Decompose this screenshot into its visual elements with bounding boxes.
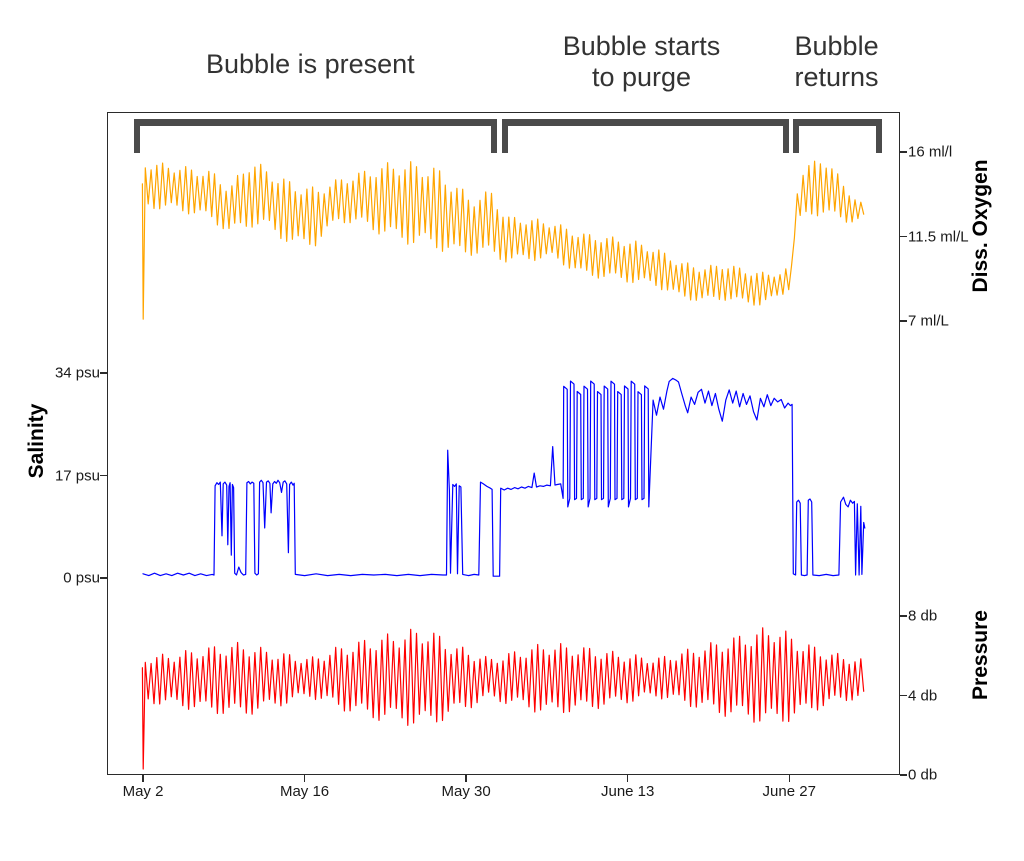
annotation-line: Bubble (794, 31, 879, 61)
bracket-bubble-present (133, 119, 498, 153)
x-tick-mark (303, 775, 306, 782)
pressure-tick-label: 8 db (908, 607, 938, 625)
x-tick-mark (626, 775, 629, 782)
salinity-axis-title: Salinity (25, 403, 48, 479)
annotation-bubble-returns: Bubble returns (795, 31, 879, 93)
salinity-tick-mark (100, 577, 107, 579)
annotation-line: returns (794, 62, 879, 92)
pressure-axis-title: Pressure (969, 610, 992, 700)
oxygen-axis-title: Diss. Oxygen (969, 159, 992, 293)
salinity-tick-label: 17 psu (54, 467, 100, 484)
pressure-tick-mark (900, 615, 907, 617)
salinity-tick-mark (100, 372, 107, 374)
oxygen-tick-label: 16 ml/l (908, 143, 953, 161)
pressure-tick-mark (900, 774, 907, 776)
salinity-tick-mark (100, 474, 107, 477)
oxygen-tick-mark (900, 320, 907, 322)
oxygen-tick-label: 7 ml/L (908, 312, 949, 330)
pressure-tick-mark (900, 694, 907, 697)
salinity-tick-label: 34 psu (54, 364, 100, 382)
annotation-line: Bubble starts (562, 31, 721, 61)
oxygen-tick-label: 11.5 ml/L (908, 228, 969, 245)
x-tick-mark (142, 775, 144, 782)
annotation-bubble-purge: Bubble starts to purge (563, 31, 721, 93)
oxygen-tick-mark (900, 235, 907, 238)
bracket-bubble-purge (501, 119, 790, 153)
x-tick-mark (465, 775, 467, 782)
salinity-tick-label: 0 psu (63, 569, 100, 587)
annotation-bubble-present: Bubble is present (206, 49, 415, 80)
x-tick-label: June 13 (600, 783, 655, 800)
pressure-tick-label: 4 db (908, 687, 938, 704)
pressure-tick-label: 0 db (908, 766, 938, 784)
x-tick-label: May 30 (441, 783, 491, 800)
x-tick-label: May 2 (122, 783, 164, 800)
annotation-line: Bubble is present (206, 49, 415, 79)
x-tick-mark (788, 775, 790, 782)
x-tick-label: May 16 (279, 783, 330, 800)
x-tick-label: June 27 (762, 783, 816, 800)
plot-area (107, 112, 900, 775)
oxygen-tick-mark (900, 151, 907, 153)
annotation-line: to purge (591, 62, 692, 92)
bracket-bubble-returns (792, 119, 882, 153)
